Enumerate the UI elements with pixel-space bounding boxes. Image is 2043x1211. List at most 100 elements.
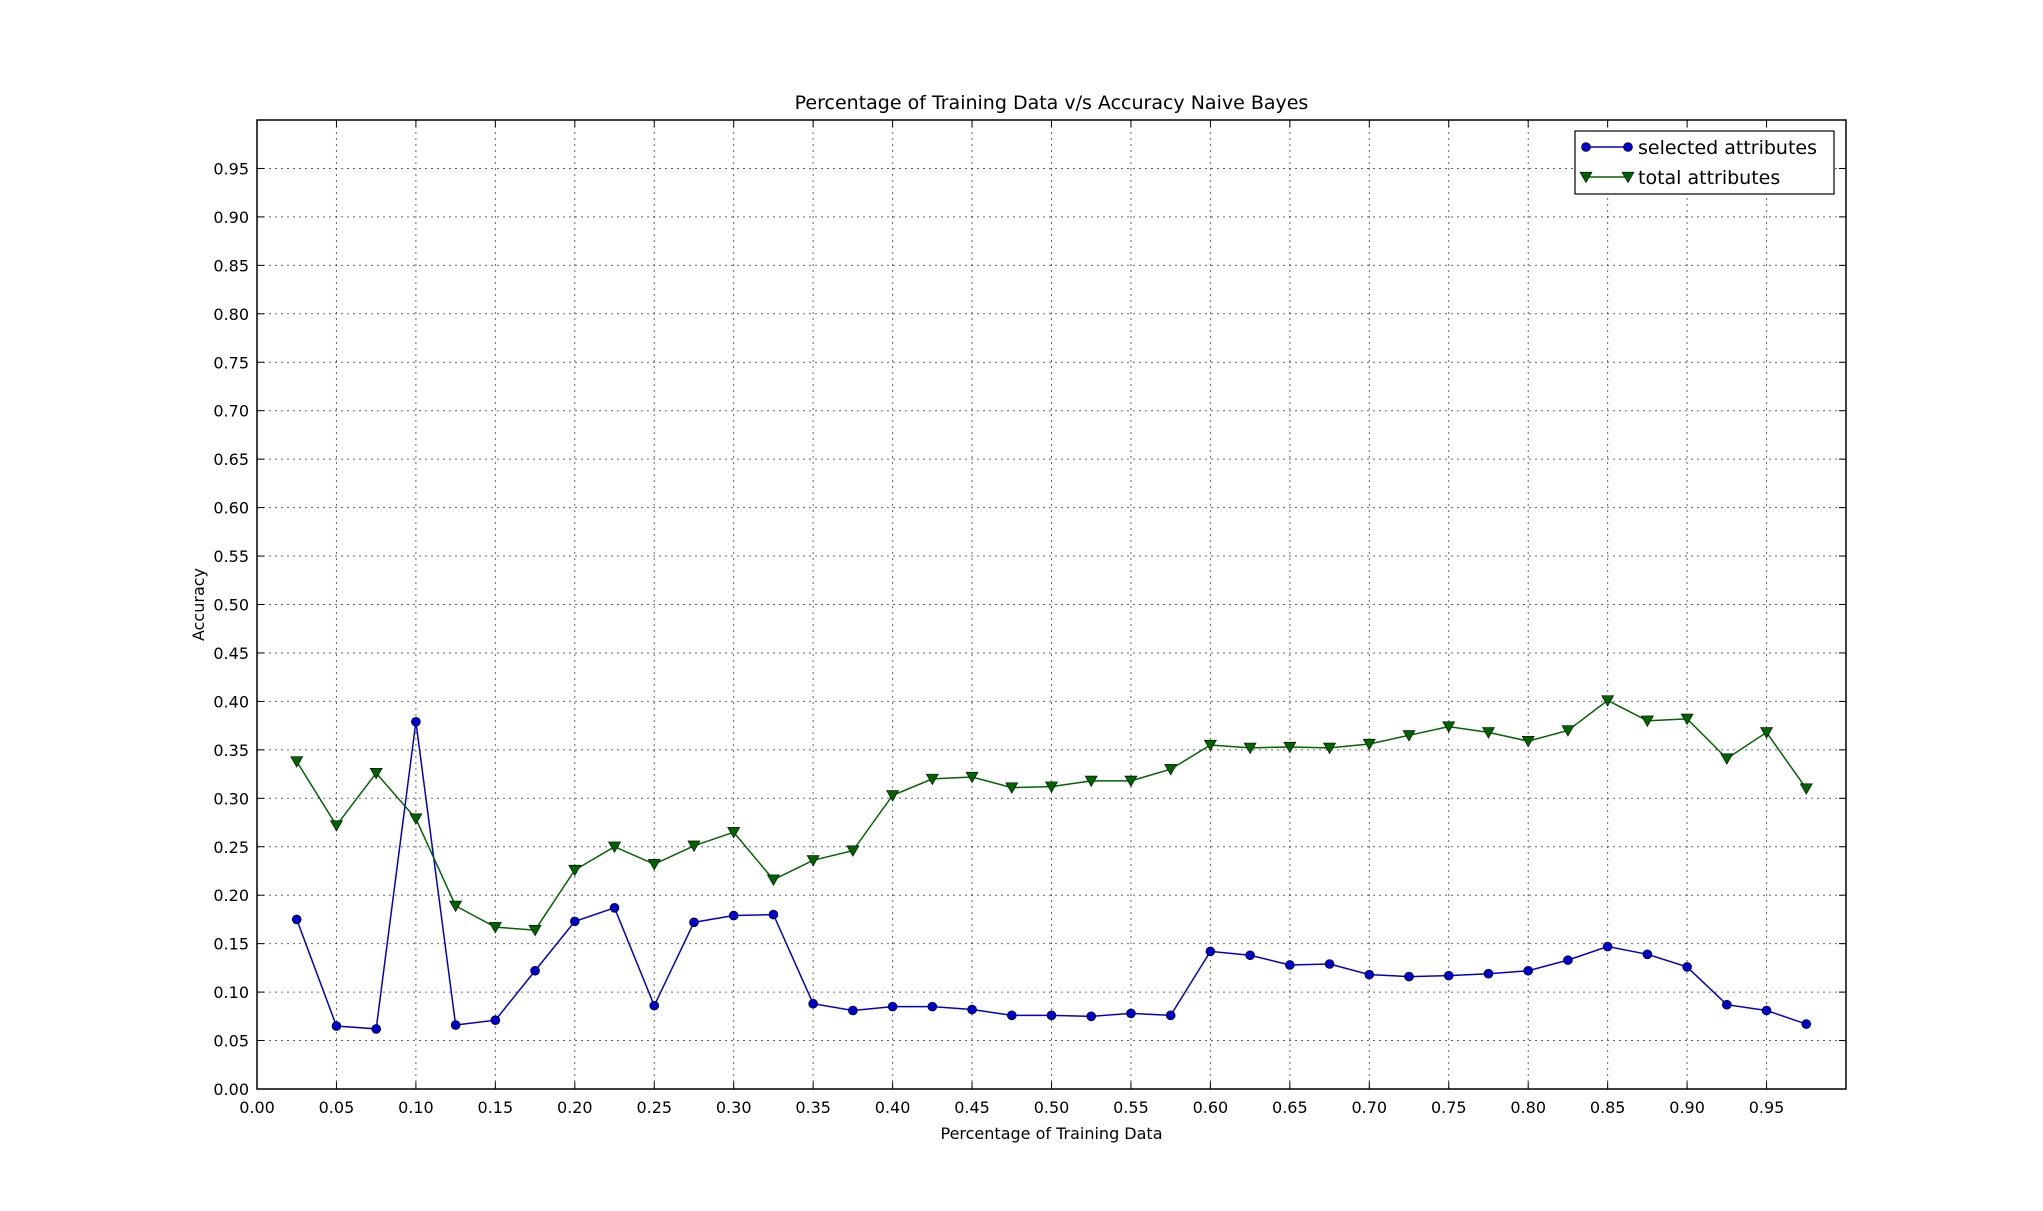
legend-label-total-attributes: total attributes [1638,167,1780,189]
data-point-total-attributes [488,922,502,934]
data-point-total-attributes [925,773,939,786]
y-tick-label: 0.95 [213,159,249,178]
data-point-total-attributes [1799,783,1813,795]
legend: selected attributes total attributes [1574,130,1835,195]
data-point-selected-attributes [1205,946,1216,957]
data-point-selected-attributes [1602,941,1613,952]
x-tick-label: 0.15 [478,1098,514,1117]
data-point-selected-attributes [1404,971,1414,982]
data-point-total-attributes [1481,727,1495,739]
data-point-selected-attributes [291,914,302,925]
y-tick-label: 0.50 [213,596,249,615]
y-tick-label: 0.20 [213,886,249,905]
data-point-selected-attributes [371,1024,381,1034]
data-point-total-attributes [727,827,741,839]
y-tick-label: 0.10 [213,983,249,1002]
data-point-selected-attributes [1245,950,1255,961]
data-point-selected-attributes [728,910,739,921]
grid [257,120,1846,1089]
data-point-selected-attributes [1722,999,1732,1010]
data-point-total-attributes [1601,695,1615,707]
data-point-selected-attributes [1086,1011,1097,1022]
y-tick-label: 0.35 [213,741,249,760]
data-point-total-attributes [687,840,701,853]
data-point-selected-attributes [1682,962,1692,972]
data-point-selected-attributes [1761,1005,1772,1016]
data-point-selected-attributes [887,1001,898,1012]
y-tick-label: 0.30 [213,789,249,808]
data-point-selected-attributes [1563,955,1573,965]
data-point-total-attributes [1203,739,1217,752]
data-point-selected-attributes [490,1015,501,1026]
data-point-total-attributes [1442,721,1456,733]
y-tick-label: 0.00 [213,1080,249,1099]
data-point-total-attributes [409,813,423,825]
y-tick-label: 0.25 [213,838,249,857]
data-point-selected-attributes [1443,970,1454,981]
y-tick-label: 0.55 [213,547,249,566]
data-point-total-attributes [1005,782,1019,794]
data-point-total-attributes [1243,742,1257,755]
y-tick-label: 0.75 [213,353,249,372]
data-point-total-attributes [568,864,582,877]
x-tick-label: 0.55 [1113,1098,1149,1117]
x-tick-label: 0.50 [1034,1098,1070,1117]
data-point-selected-attributes [649,1000,660,1011]
data-point-selected-attributes [1801,1019,1812,1029]
y-tick-label: 0.65 [213,450,249,469]
data-point-selected-attributes [1483,968,1494,979]
data-point-total-attributes [1640,715,1654,728]
data-point-total-attributes [1323,742,1337,755]
y-tick-label: 0.70 [213,402,249,421]
data-point-total-attributes [647,859,661,871]
data-point-selected-attributes [1285,960,1295,970]
x-axis-label: Percentage of Training Data [940,1124,1162,1143]
data-point-selected-attributes [1006,1010,1017,1021]
data-point-selected-attributes [411,716,421,727]
data-point-selected-attributes [768,909,779,920]
data-point-total-attributes [1561,725,1575,737]
x-tick-label: 0.85 [1590,1098,1626,1117]
series-selected-attributes [291,716,1812,1034]
y-tick-label: 0.05 [213,1032,249,1051]
x-tick-label: 0.90 [1669,1098,1705,1117]
data-point-total-attributes [329,820,343,832]
x-tick-label: 0.40 [875,1098,911,1117]
legend-marker-selected-attributes [1581,142,1591,152]
data-point-total-attributes [1124,775,1138,788]
data-point-selected-attributes [530,965,540,976]
data-point-selected-attributes [450,1020,461,1030]
x-tick-label: 0.25 [636,1098,672,1117]
data-point-total-attributes [1402,730,1416,742]
data-point-total-attributes [1362,738,1376,751]
data-point-selected-attributes [1046,1010,1057,1021]
legend-marker-total-attributes [1579,171,1593,184]
x-tick-label: 0.70 [1351,1098,1387,1117]
x-tick-label: 0.20 [557,1098,593,1117]
data-point-total-attributes [886,790,900,802]
x-tick-label: 0.65 [1272,1098,1308,1117]
data-point-total-attributes [369,768,383,780]
x-tick-label: 0.10 [398,1098,434,1117]
data-point-selected-attributes [1364,969,1375,980]
x-tick-label: 0.35 [795,1098,831,1117]
data-point-total-attributes [1283,741,1297,754]
data-point-total-attributes [608,841,622,854]
data-point-total-attributes [1521,736,1535,748]
data-point-selected-attributes [1523,965,1533,976]
data-point-total-attributes [1680,713,1694,726]
legend-marker-selected-attributes [1623,142,1633,152]
y-tick-label: 0.45 [213,644,249,663]
data-point-selected-attributes [689,917,699,928]
y-tick-label: 0.60 [213,499,249,518]
data-point-total-attributes [766,874,780,887]
data-point-total-attributes [806,855,820,867]
data-point-total-attributes [449,900,463,913]
x-tick-label: 0.80 [1510,1098,1546,1117]
data-point-total-attributes [1084,775,1098,788]
legend-marker-total-attributes [1621,171,1635,184]
y-tick-label: 0.90 [213,208,249,227]
data-point-selected-attributes [1324,959,1335,969]
